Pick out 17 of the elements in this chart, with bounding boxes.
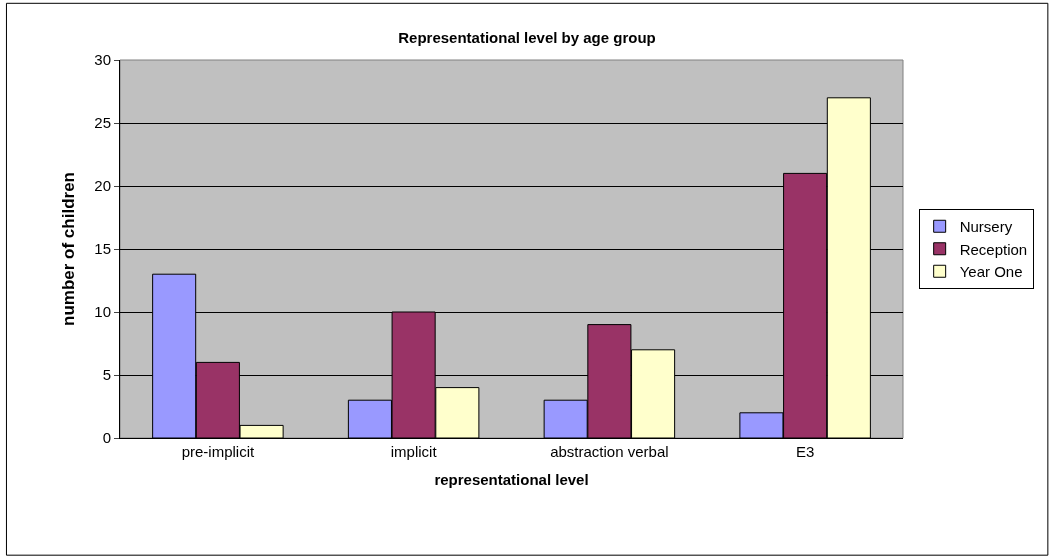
x-tick-label: implicit <box>390 443 438 460</box>
x-tick-label: pre-implicit <box>181 443 255 460</box>
x-tick-label: E3 <box>795 443 815 460</box>
legend-label: Year One <box>959 263 1023 281</box>
legend-label: Nursery <box>959 218 1013 236</box>
chart-title: Representational level by age group <box>398 29 656 47</box>
y-axis-title: number of children <box>58 172 78 326</box>
y-tick-label: 5 <box>102 366 111 384</box>
legend-label: Reception <box>959 240 1028 258</box>
y-tick-label: 20 <box>94 177 111 195</box>
y-tick-label: 10 <box>94 303 111 321</box>
x-axis-title: representational level <box>434 471 589 488</box>
y-tick-label: 15 <box>94 240 111 258</box>
y-tick-label: 0 <box>102 429 111 447</box>
y-tick-label: 30 <box>94 51 111 69</box>
y-tick-label: 25 <box>94 114 111 132</box>
x-tick-label: abstraction verbal <box>550 443 669 460</box>
